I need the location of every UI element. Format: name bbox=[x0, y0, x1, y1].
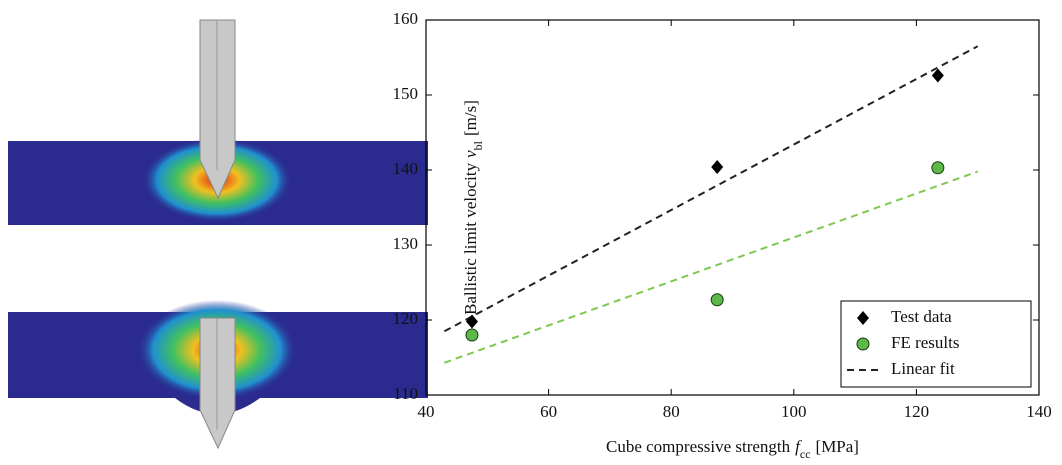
circle-marker bbox=[465, 328, 479, 342]
legend: Test data FE results Linear fit bbox=[840, 300, 1032, 388]
x-axis-label: Cube compressive strength fcc [MPa] bbox=[606, 437, 859, 461]
circle-marker bbox=[710, 293, 724, 307]
y-tick-label: 140 bbox=[393, 159, 419, 178]
legend-label: Linear fit bbox=[891, 359, 955, 378]
diamond-marker bbox=[711, 160, 724, 174]
y-tick-label: 120 bbox=[393, 309, 419, 328]
legend-label: FE results bbox=[891, 333, 959, 352]
circle-marker bbox=[931, 161, 945, 175]
legend-label: Test data bbox=[891, 307, 952, 326]
x-tick-label: 60 bbox=[540, 402, 557, 421]
fit-line bbox=[443, 45, 979, 333]
plot-frame bbox=[425, 19, 1040, 396]
diamond-marker bbox=[465, 314, 478, 329]
label-text: Cube compressive strength bbox=[606, 437, 791, 456]
y-tick-label: 110 bbox=[393, 384, 418, 403]
label-subscript: bl bbox=[471, 140, 485, 150]
y-tick-label: 160 bbox=[393, 9, 419, 28]
label-unit: [m/s] bbox=[461, 100, 480, 136]
x-tick-label: 140 bbox=[1026, 402, 1052, 421]
fit-line bbox=[444, 170, 979, 364]
legend-swatch bbox=[856, 337, 870, 351]
simulation-images bbox=[8, 19, 428, 450]
legend-swatch bbox=[857, 311, 869, 325]
x-tick-label: 80 bbox=[663, 402, 680, 421]
label-symbol: v bbox=[461, 150, 480, 158]
label-symbol: f bbox=[795, 437, 802, 456]
label-unit: [MPa] bbox=[816, 437, 859, 456]
label-subscript: cc bbox=[800, 447, 811, 461]
y-axis-label: Ballistic limit velocity vbl [m/s] bbox=[461, 100, 485, 315]
y-tick-label: 150 bbox=[393, 84, 419, 103]
legend-box bbox=[840, 300, 1032, 388]
x-tick-label: 100 bbox=[781, 402, 807, 421]
label-text: Ballistic limit velocity bbox=[461, 162, 480, 315]
x-tick-label: 120 bbox=[904, 402, 930, 421]
chart: 40 60 80 100 120 140 110 120 130 140 150 160 Cube co… bbox=[393, 9, 1052, 461]
y-tick-label: 130 bbox=[393, 234, 419, 253]
diamond-marker bbox=[931, 68, 944, 83]
x-tick-label: 40 bbox=[418, 402, 435, 421]
